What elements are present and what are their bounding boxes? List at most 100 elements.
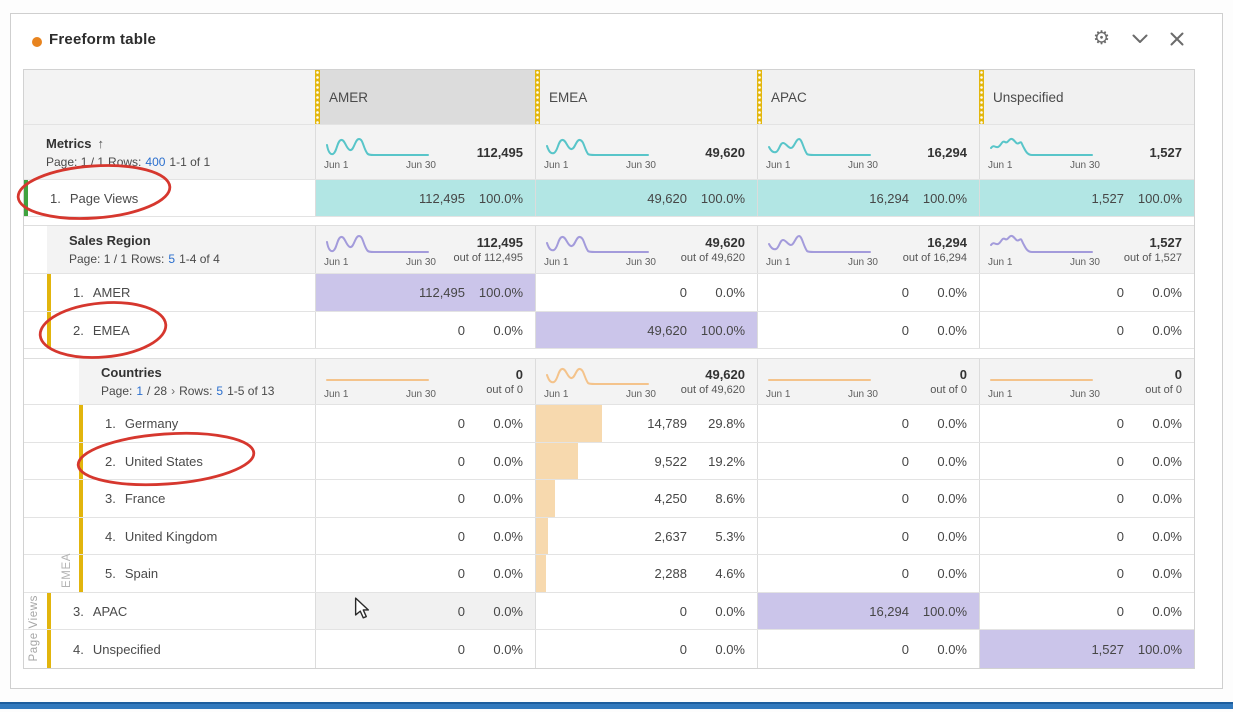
- cell-germany-unspecified[interactable]: 0 0.0%: [979, 405, 1194, 442]
- row-header-unspecified[interactable]: 4. Unspecified: [47, 630, 315, 668]
- countries-total-cell-emea[interactable]: Jun 1 Jun 30 49,620 out of 49,620: [535, 359, 757, 404]
- sales-region-total-cell-emea[interactable]: Jun 1 Jun 30 49,620 out of 49,620: [535, 226, 757, 273]
- cell-apac-apac[interactable]: 16,294 100.0%: [757, 593, 979, 629]
- cell-emea-emea[interactable]: 49,620 100.0%: [535, 312, 757, 348]
- cell-unspecified-apac[interactable]: 0 0.0%: [757, 630, 979, 668]
- row-header-page-views[interactable]: 1. Page Views: [24, 180, 315, 216]
- rows-count-link[interactable]: 5: [216, 384, 224, 398]
- row-header-united-kingdom[interactable]: 4. United Kingdom: [79, 518, 315, 554]
- cell-amer-amer[interactable]: 112,495 100.0%: [315, 274, 535, 311]
- countries-total-cell-amer[interactable]: Jun 1 Jun 30 0 out of 0: [315, 359, 535, 404]
- value-bar: [536, 518, 548, 554]
- column-header-amer[interactable]: AMER: [315, 70, 535, 124]
- countries-pagination: Page: 1/ 28 › Rows: 5 1-5 of 13: [101, 384, 275, 398]
- column-drag-handle-icon[interactable]: [315, 70, 320, 124]
- cell-apac-emea[interactable]: 0 0.0%: [535, 593, 757, 629]
- cell-france-unspecified[interactable]: 0 0.0%: [979, 480, 1194, 517]
- cell-page-views-apac[interactable]: 16,294 100.0%: [757, 180, 979, 216]
- table-row: 3. France 0 0.0% 4,250 8.6% 0 0.0% 0 0.0%: [24, 480, 1194, 518]
- cell-united-states-apac[interactable]: 0 0.0%: [757, 443, 979, 479]
- row-header-united-states[interactable]: 2. United States: [79, 443, 315, 479]
- cell-page-views-emea[interactable]: 49,620 100.0%: [535, 180, 757, 216]
- panel-accent-dot-icon: [32, 37, 42, 47]
- cell-spain-amer[interactable]: 0 0.0%: [315, 555, 535, 592]
- cell-emea-amer[interactable]: 0 0.0%: [315, 312, 535, 348]
- cell-page-views-amer[interactable]: 112,495 100.0%: [315, 180, 535, 216]
- sales-region-total-cell-amer[interactable]: Jun 1 Jun 30 112,495 out of 112,495: [315, 226, 535, 273]
- cell-amer-emea[interactable]: 0 0.0%: [535, 274, 757, 311]
- column-drag-handle-icon[interactable]: [979, 70, 984, 124]
- cell-united-kingdom-apac[interactable]: 0 0.0%: [757, 518, 979, 554]
- next-page-chevron-icon[interactable]: ›: [171, 384, 176, 398]
- cell-unspecified-emea[interactable]: 0 0.0%: [535, 630, 757, 668]
- column-drag-handle-icon[interactable]: [535, 70, 540, 124]
- table-row: 1. AMER 112,495 100.0% 0 0.0% 0 0.0% 0 0.0%: [24, 274, 1194, 312]
- cell-france-amer[interactable]: 0 0.0%: [315, 480, 535, 517]
- cell-amer-apac[interactable]: 0 0.0%: [757, 274, 979, 311]
- cell-united-states-emea[interactable]: 9,522 19.2%: [535, 443, 757, 479]
- cell-amer-unspecified[interactable]: 0 0.0%: [979, 274, 1194, 311]
- cell-unspecified-amer[interactable]: 0 0.0%: [315, 630, 535, 668]
- row-header-apac[interactable]: 3. APAC: [47, 593, 315, 629]
- column-header-unspecified[interactable]: Unspecified: [979, 70, 1194, 124]
- cell-france-apac[interactable]: 0 0.0%: [757, 480, 979, 517]
- table-corner-cell: [24, 70, 315, 124]
- metrics-total-cell-amer[interactable]: Jun 1 Jun 30 112,495: [315, 125, 535, 179]
- sales-region-header-row: Sales Region Page: 1 / 1 Rows: 5 1-4 of 4 J…: [24, 217, 1194, 274]
- row-header-germany[interactable]: 1. Germany: [79, 405, 315, 442]
- table-row: 3. APAC 0 0.0% 0 0.0% 16,294 100.0% 0 0.0%: [24, 593, 1194, 630]
- page-number-link[interactable]: 1: [136, 384, 144, 398]
- cell-united-states-unspecified[interactable]: 0 0.0%: [979, 443, 1194, 479]
- metrics-total-cell-unspecified[interactable]: Jun 1 Jun 30 1,527: [979, 125, 1194, 179]
- row-header-amer[interactable]: 1. AMER: [47, 274, 315, 311]
- sales-region-title: Sales Region: [69, 233, 151, 248]
- countries-title: Countries: [101, 365, 162, 380]
- cell-page-views-unspecified[interactable]: 1,527 100.0%: [979, 180, 1194, 216]
- sparkline-teal: Jun 1 Jun 30: [544, 134, 656, 171]
- row-header-france[interactable]: 3. France: [79, 480, 315, 517]
- metrics-total-cell-emea[interactable]: Jun 1 Jun 30 49,620: [535, 125, 757, 179]
- cell-emea-unspecified[interactable]: 0 0.0%: [979, 312, 1194, 348]
- rows-count-link[interactable]: 5: [168, 252, 176, 266]
- countries-total-cell-apac[interactable]: Jun 1 Jun 30 0 out of 0: [757, 359, 979, 404]
- column-header-apac[interactable]: APAC: [757, 70, 979, 124]
- sort-ascending-icon[interactable]: ↑: [97, 135, 105, 151]
- cell-spain-emea[interactable]: 2,288 4.6%: [535, 555, 757, 592]
- cell-united-kingdom-unspecified[interactable]: 0 0.0%: [979, 518, 1194, 554]
- cell-united-kingdom-amer[interactable]: 0 0.0%: [315, 518, 535, 554]
- metrics-title: Metrics: [46, 135, 92, 151]
- settings-gear-icon[interactable]: ⚙: [1092, 28, 1110, 49]
- sales-region-total-cell-apac[interactable]: Jun 1 Jun 30 16,294 out of 16,294: [757, 226, 979, 273]
- row-header-emea[interactable]: 2. EMEA: [47, 312, 315, 348]
- column-header-emea[interactable]: EMEA: [535, 70, 757, 124]
- sparkline-teal: Jun 1 Jun 30: [988, 134, 1100, 171]
- countries-total-cell-unspecified[interactable]: Jun 1 Jun 30 0 out of 0: [979, 359, 1194, 404]
- table-row: 5. Spain 0 0.0% 2,288 4.6% 0 0.0% 0 0.0%: [24, 555, 1194, 593]
- countries-header-cell: Countries Page: 1/ 28 › Rows: 5 1-5 of 13: [79, 359, 315, 404]
- sparkline-teal: Jun 1 Jun 30: [766, 134, 878, 171]
- cell-spain-apac[interactable]: 0 0.0%: [757, 555, 979, 592]
- table-row: 2. EMEA 0 0.0% 49,620 100.0% 0 0.0% 0 0.0%: [24, 312, 1194, 349]
- cell-germany-emea[interactable]: 14,789 29.8%: [535, 405, 757, 442]
- cell-unspecified-unspecified[interactable]: 1,527 100.0%: [979, 630, 1194, 668]
- cell-apac-amer[interactable]: 0 0.0%: [315, 593, 535, 629]
- sales-region-pagination: Page: 1 / 1 Rows: 5 1-4 of 4: [69, 252, 220, 266]
- metrics-total-cell-apac[interactable]: Jun 1 Jun 30 16,294: [757, 125, 979, 179]
- column-drag-handle-icon[interactable]: [757, 70, 762, 124]
- sales-region-total-cell-unspecified[interactable]: Jun 1 Jun 30 1,527 out of 1,527: [979, 226, 1194, 273]
- collapse-chevron-icon[interactable]: [1132, 34, 1148, 44]
- cell-france-emea[interactable]: 4,250 8.6%: [535, 480, 757, 517]
- row-header-spain[interactable]: 5. Spain: [79, 555, 315, 592]
- close-icon[interactable]: [1170, 32, 1184, 46]
- cell-united-states-amer[interactable]: 0 0.0%: [315, 443, 535, 479]
- cell-apac-unspecified[interactable]: 0 0.0%: [979, 593, 1194, 629]
- table-row: 4. United Kingdom 0 0.0% 2,637 5.3% 0 0.0% 0…: [24, 518, 1194, 555]
- value-bar: [536, 480, 555, 517]
- gutter-label-emea: EMEA: [61, 553, 73, 588]
- cell-emea-apac[interactable]: 0 0.0%: [757, 312, 979, 348]
- cell-germany-amer[interactable]: 0 0.0%: [315, 405, 535, 442]
- rows-count-link[interactable]: 400: [145, 154, 166, 169]
- cell-germany-apac[interactable]: 0 0.0%: [757, 405, 979, 442]
- cell-united-kingdom-emea[interactable]: 2,637 5.3%: [535, 518, 757, 554]
- cell-spain-unspecified[interactable]: 0 0.0%: [979, 555, 1194, 592]
